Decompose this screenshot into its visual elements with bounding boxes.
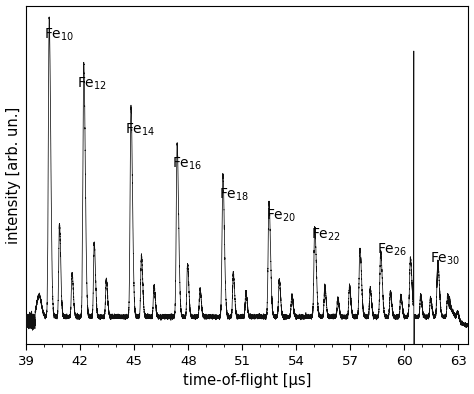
Text: $\mathrm{Fe}_{20}$: $\mathrm{Fe}_{20}$ [266, 208, 296, 224]
Text: $\mathrm{Fe}_{10}$: $\mathrm{Fe}_{10}$ [44, 26, 74, 43]
Text: $\mathrm{Fe}_{16}$: $\mathrm{Fe}_{16}$ [172, 156, 202, 172]
Y-axis label: intensity [arb. un.]: intensity [arb. un.] [6, 106, 20, 243]
Text: $\mathrm{Fe}_{22}$: $\mathrm{Fe}_{22}$ [311, 227, 341, 243]
Text: $\mathrm{Fe}_{12}$: $\mathrm{Fe}_{12}$ [77, 75, 107, 92]
Text: $\mathrm{Fe}_{18}$: $\mathrm{Fe}_{18}$ [219, 186, 249, 203]
Text: $\mathrm{Fe}_{26}$: $\mathrm{Fe}_{26}$ [377, 242, 408, 258]
X-axis label: time-of-flight [μs]: time-of-flight [μs] [182, 374, 311, 388]
Text: $\mathrm{Fe}_{14}$: $\mathrm{Fe}_{14}$ [125, 122, 155, 138]
Text: $\mathrm{Fe}_{30}$: $\mathrm{Fe}_{30}$ [429, 251, 460, 268]
